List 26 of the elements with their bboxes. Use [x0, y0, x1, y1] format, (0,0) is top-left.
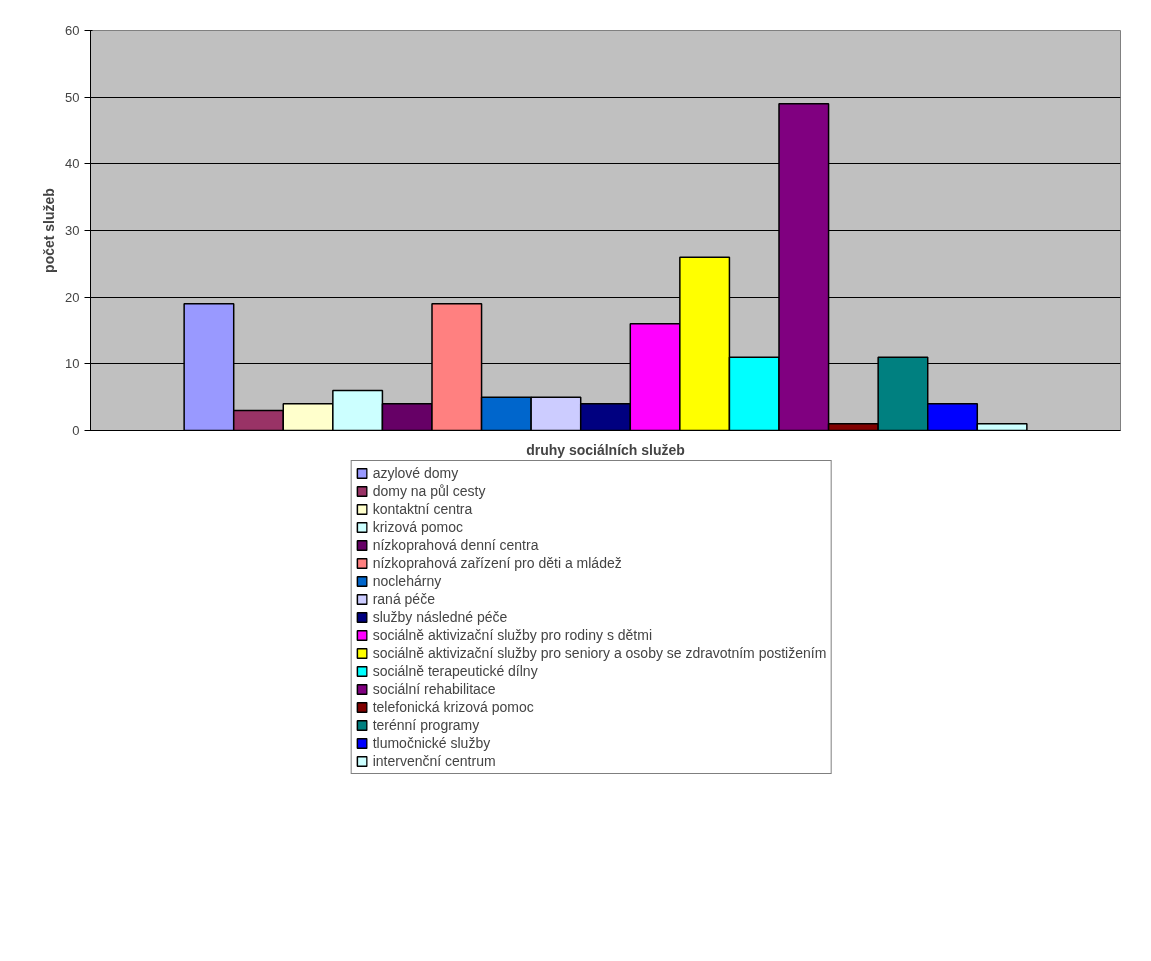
legend-label: nízkoprahová zařízení pro děti a mládež — [372, 555, 622, 571]
legend-label: krizová pomoc — [372, 519, 463, 535]
y-tick-label: 10 — [65, 356, 80, 372]
legend-label: tlumočnické služby — [372, 735, 491, 751]
legend-label: telefonická krizová pomoc — [372, 699, 534, 715]
y-tick-label: 20 — [65, 289, 80, 305]
legend-label: služby následné péče — [372, 609, 508, 625]
y-tick-label: 50 — [65, 89, 80, 105]
y-tick-label: 0 — [72, 423, 80, 438]
legend-label: terénní programy — [372, 717, 480, 733]
legend-label: sociální rehabilitace — [372, 681, 496, 697]
legend-label: sociálně terapeutické dílny — [372, 663, 538, 679]
legend-label: nízkoprahová denní centra — [372, 537, 539, 553]
legend-label: domy na půl cesty — [372, 483, 486, 499]
legend-label: raná péče — [372, 591, 435, 607]
legend-label: noclehárny — [372, 573, 442, 589]
y-axis-title: počet služeb — [41, 188, 58, 273]
legend-label: sociálně aktivizační služby pro rodiny s dětmi — [372, 627, 653, 643]
y-tick-label: 40 — [65, 156, 80, 172]
y-tick-label: 30 — [65, 223, 80, 238]
legend-label: azylové domy — [372, 465, 459, 481]
y-tick-label: 60 — [65, 23, 80, 38]
legend-label: sociálně aktivizační služby pro seniory a osoby se zdravotním postižením — [372, 645, 827, 661]
legend-label: kontaktní centra — [372, 501, 473, 517]
x-axis-title: druhy sociálních služeb — [526, 441, 685, 458]
legend-label: intervenční centrum — [372, 753, 496, 769]
